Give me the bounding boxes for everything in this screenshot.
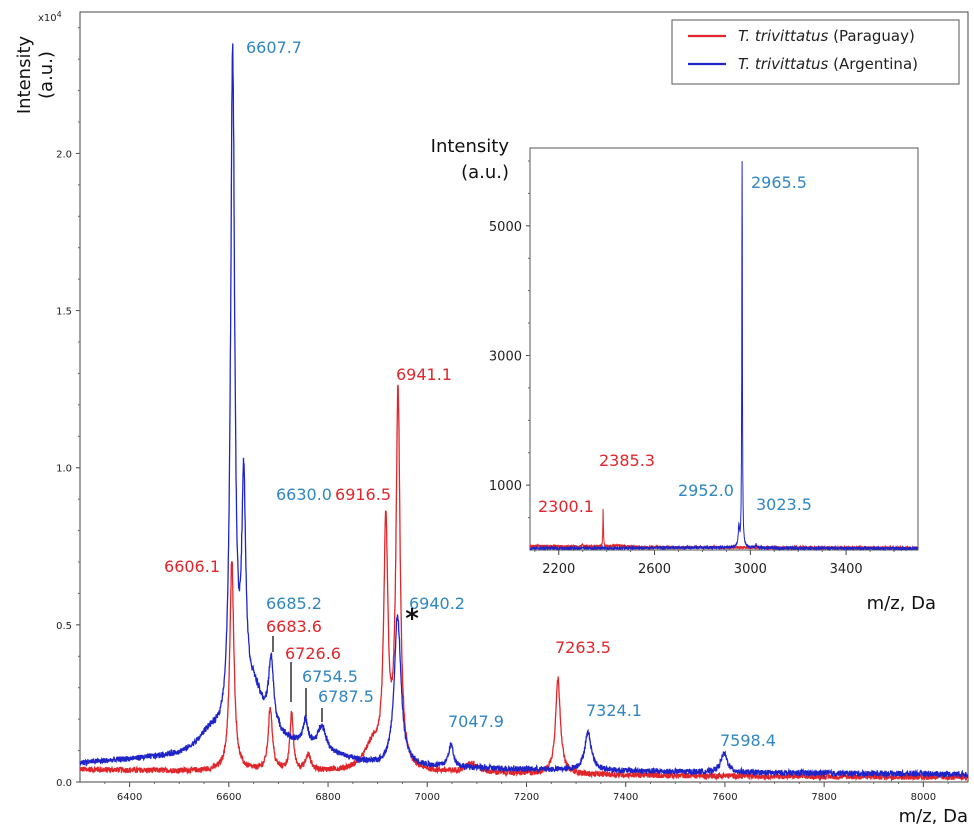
legend-entry-species: T. trivittatus (738, 27, 829, 45)
inset-peak-label: 3023.5 (756, 495, 812, 514)
y-multiplier: x104 (38, 10, 62, 24)
inset-x-tick-label: 2600 (638, 562, 671, 577)
x-tick-label: 7000 (415, 792, 440, 803)
legend-entry: T. trivittatus (Argentina) (738, 55, 918, 73)
x-tick-label: 7800 (811, 792, 836, 803)
peak-label: 6606.1 (164, 557, 220, 576)
peak-label: 6787.5 (318, 687, 374, 706)
peak-label: 6916.5 (335, 485, 391, 504)
x-tick-label: 6400 (117, 792, 142, 803)
main-plot: 0.0 0.5 1.0 1.5 2.0 6400 6600 6800 7000 7200 7400 7… (14, 10, 969, 827)
x-tick-label: 7400 (613, 792, 638, 803)
inset-plot: 1000 3000 5000 2200 2600 3000 3400 Intensity (a.… (431, 136, 936, 614)
legend-entry-species: T. trivittatus (738, 55, 829, 73)
legend-entry-origin: (Paraguay) (828, 27, 915, 45)
main-x-axis-title: m/z, Da (899, 806, 968, 827)
inset-peak-label: 2300.1 (538, 497, 594, 516)
peak-label: 6630.0 (276, 485, 332, 504)
legend-entry-origin: (Argentina) (828, 55, 918, 73)
x-tick-label: 7200 (514, 792, 539, 803)
main-y-axis-title-line1: Intensity (14, 35, 35, 114)
x-tick-label: 6600 (216, 792, 241, 803)
legend: T. trivittatus (Paraguay)T. trivittatus … (671, 19, 960, 85)
peak-label: 6685.2 (266, 594, 322, 613)
peak-label: 7324.1 (586, 701, 642, 720)
legend-box (671, 19, 960, 85)
inset-peak-label: 2385.3 (599, 451, 655, 470)
peak-label: 6683.6 (266, 617, 322, 636)
inset-y-tick-label: 5000 (489, 220, 522, 235)
peak-label: 6941.1 (396, 365, 452, 384)
peak-label: 7047.9 (448, 712, 504, 731)
inset-y-axis-title-line2: (a.u.) (461, 162, 509, 183)
y-tick-label: 1.0 (56, 464, 72, 475)
y-multiplier-exponent: 4 (57, 10, 62, 19)
peak-label: 7263.5 (555, 638, 611, 657)
y-tick-label: 2.0 (56, 149, 72, 160)
main-plot-frame (79, 11, 969, 783)
peak-label: 7598.4 (720, 731, 776, 750)
inset-x-tick-label: 3000 (734, 562, 767, 577)
peak-label: 6607.7 (246, 38, 302, 57)
inset-x-axis-title: m/z, Da (867, 593, 936, 614)
inset-peak-label: 2965.5 (751, 173, 807, 192)
x-tick-label: 6800 (315, 792, 340, 803)
inset-y-tick-label: 3000 (489, 349, 522, 364)
inset-x-tick-label: 2200 (542, 562, 575, 577)
y-tick-label: 1.5 (56, 307, 72, 318)
inset-peak-label: 2952.0 (678, 481, 734, 500)
legend-entry: T. trivittatus (Paraguay) (738, 27, 915, 45)
inset-y-tick-label: 1000 (489, 479, 522, 494)
y-tick-label: 0.0 (56, 778, 72, 789)
series-line-argentina (79, 43, 969, 779)
inset-x-tick-label: 3400 (830, 562, 863, 577)
main-y-axis-title-line2: (a.u.) (36, 51, 57, 99)
peak-label: * (405, 604, 419, 634)
y-tick-label: 0.5 (56, 621, 72, 632)
inset-plot-frame (529, 147, 919, 551)
inset-y-axis-title-line1: Intensity (431, 136, 510, 157)
peak-label: 6754.5 (302, 667, 358, 686)
x-tick-label: 7600 (712, 792, 737, 803)
peak-label: 6940.2 (409, 594, 465, 613)
inset-series-line-argentina (529, 161, 919, 552)
peak-label: 6726.6 (285, 644, 341, 663)
x-tick-label: 8000 (911, 792, 936, 803)
main-y-axis-title: Intensity(a.u.) (14, 35, 57, 114)
